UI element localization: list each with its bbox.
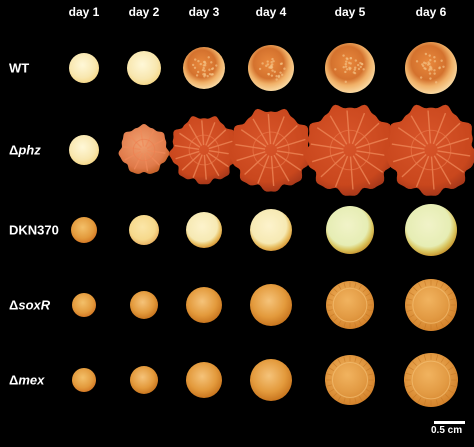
colony-3-5 xyxy=(326,206,374,254)
colony-1-3 xyxy=(183,47,225,89)
colony-1-2 xyxy=(127,51,161,85)
colony-2-4 xyxy=(228,109,313,192)
colony-2-5 xyxy=(303,105,397,196)
colony-3-3 xyxy=(186,212,222,248)
colony-1-4 xyxy=(248,45,294,91)
colony-3-1 xyxy=(71,217,97,243)
colony-4-2 xyxy=(130,291,158,319)
colony-2-1 xyxy=(69,135,99,165)
colony-4-3 xyxy=(186,287,222,323)
colony-3-6 xyxy=(405,204,457,256)
colony-3-4 xyxy=(250,209,292,251)
colony-1-6 xyxy=(405,42,457,94)
colony-2-3 xyxy=(169,116,239,184)
colony-4-5 xyxy=(326,281,374,329)
scale-bar-label: 0.5 cm xyxy=(431,425,462,436)
colony-5-5 xyxy=(325,355,375,405)
colony-5-6 xyxy=(404,353,458,407)
colony-5-4 xyxy=(250,359,292,401)
colony-1-5 xyxy=(325,43,375,93)
colony-1-1 xyxy=(69,53,99,83)
scale-bar xyxy=(434,421,465,424)
colony-5-1 xyxy=(72,368,96,392)
colony-2-2 xyxy=(119,124,170,174)
colony-3-2 xyxy=(129,215,159,245)
colony-4-4 xyxy=(250,284,292,326)
colony-4-1 xyxy=(72,293,96,317)
colony-2-6 xyxy=(384,105,474,196)
colony-5-3 xyxy=(186,362,222,398)
colony-4-6 xyxy=(405,279,457,331)
colony-5-2 xyxy=(130,366,158,394)
